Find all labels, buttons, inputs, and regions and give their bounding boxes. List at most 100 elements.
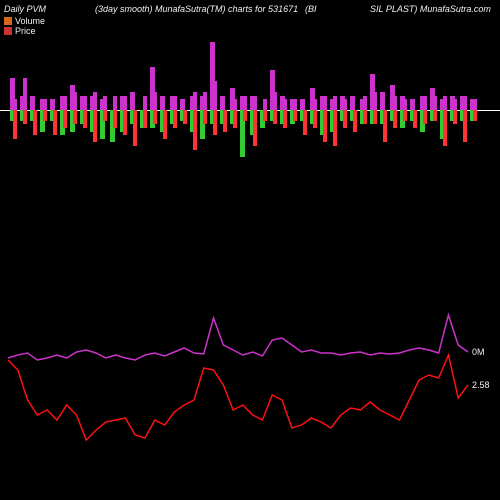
bar-price-pos [183,110,187,124]
line-svg [0,280,500,480]
bar-group [10,30,480,190]
oscillator-chart [0,30,500,190]
bar-price-neg [203,110,207,124]
bar-price-pos [263,99,267,110]
bar-price-pos [203,92,207,110]
price-end-label: 2.58 [472,380,490,390]
bar-vol-neg [220,96,225,110]
bar-price-neg [463,96,467,110]
title-right1: (BI [305,4,317,14]
bar-price-pos [373,92,377,110]
bar-price-pos [403,99,407,110]
bar-price-pos [213,81,217,110]
bar-price-pos [93,110,97,142]
bar-price-pos [313,110,317,128]
bar-price-pos [123,110,127,135]
bar-price-neg [473,110,477,121]
chart-container: Daily PVM (3day smooth) MunafaSutra(TM) … [0,0,500,500]
bar-price-neg [73,110,77,124]
bar-price-pos [133,110,137,146]
bar-price-neg [253,96,257,110]
bar-price-neg [333,96,337,110]
bar-price-pos [353,110,357,132]
bar-price-pos [333,110,337,146]
title-left: Daily PVM [4,4,46,14]
bar-vol-neg [180,99,185,110]
bar-price-pos [433,96,437,110]
bar-price-pos [253,110,257,146]
bar-price-neg [233,99,237,110]
bar-price-neg [123,96,127,110]
bar-price-pos [103,96,107,110]
bar-price-pos [453,110,457,124]
bar-price-pos [323,110,327,142]
bar-price-neg [443,96,447,110]
bar-price-pos [363,96,367,110]
bar-price-pos [63,96,67,110]
bar-price-pos [173,110,177,128]
bar-price-neg [373,110,377,124]
bar-vol-neg [160,96,165,110]
bar-price-pos [33,110,37,135]
bar-price-neg [83,96,87,110]
price-line [8,355,468,440]
title-middle: (3day smooth) MunafaSutra(TM) charts for… [95,4,298,14]
bar-price-neg [363,110,367,124]
bar-price-neg [23,110,27,124]
bar-price-neg [343,99,347,110]
bar-price-pos [233,110,237,128]
bar-price-pos [83,110,87,128]
bar-price-neg [323,96,327,110]
bar-price-pos [193,110,197,150]
bar-price-pos [343,110,347,128]
bar-vol-neg [350,96,355,110]
bar-price-neg [263,110,267,121]
title-right2: SIL PLAST) MunafaSutra.com [370,4,491,14]
bar-price-neg [13,99,17,110]
bar-price-pos [423,96,427,110]
bar-price-pos [23,78,27,110]
bar-price-neg [273,110,277,124]
bar-price-pos [73,92,77,110]
bar-price-neg [43,110,47,121]
bar-price-pos [113,110,117,128]
legend-label-volume: Volume [15,16,45,26]
legend-item-volume: Volume [4,16,45,26]
bar-price-pos [13,110,17,139]
bar-price-pos [463,110,467,142]
legend-swatch-volume [4,17,12,25]
bar-price-pos [163,110,167,139]
bar-price-neg [403,110,407,121]
bar-price-pos [153,92,157,110]
bar-price-neg [423,110,427,124]
bar-price-pos [243,96,247,110]
bar-price-neg [143,110,147,128]
bar-price-pos [303,110,307,135]
bar-price-pos [143,96,147,110]
bar-price-neg [213,110,217,135]
bar-price-neg [153,110,157,124]
chart-header: Daily PVM (3day smooth) MunafaSutra(TM) … [0,4,500,20]
bar-price-neg [173,96,177,110]
bar-vol-neg [300,99,305,110]
bar-price-neg [103,110,107,121]
bar-price-pos [393,110,397,128]
bar-price-pos [53,110,57,135]
bar-vol-neg [410,99,415,110]
bar-price-pos [473,99,477,110]
bar-price-neg [453,99,457,110]
bar-vol-neg [130,92,135,110]
volume-end-label: 0M [472,347,485,357]
bar-vol-neg [30,96,35,110]
bar-price-neg [193,92,197,110]
bar-price-neg [93,92,97,110]
bar-price-pos [293,99,297,110]
bar-price-pos [413,110,417,128]
bar-price-neg [63,110,67,128]
bar-price-pos [443,110,447,146]
bar-price-neg [393,96,397,110]
bar-price-pos [43,99,47,110]
bar-price-pos [223,110,227,132]
bar-price-neg [293,110,297,121]
bar-price-neg [283,99,287,110]
